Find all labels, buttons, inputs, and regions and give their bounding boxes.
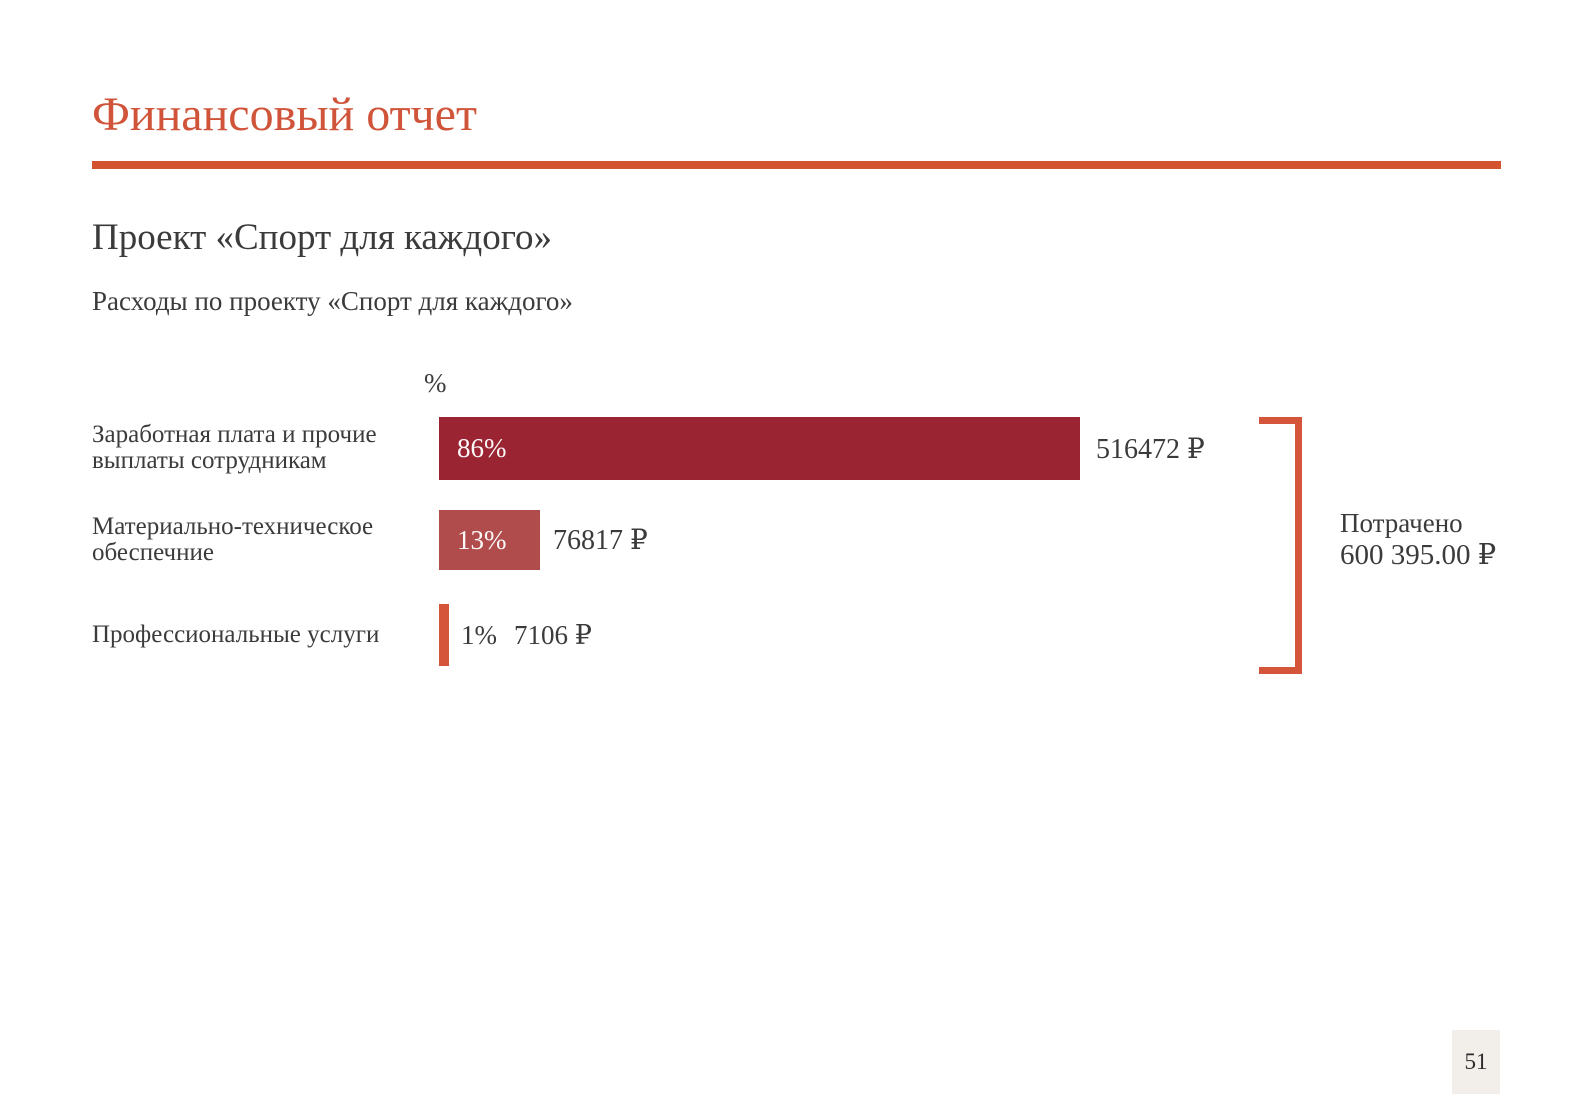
- row-label-services: Профессиональные услуги: [92, 621, 380, 648]
- row-label-logistics: Материально-техническое обеспечние: [92, 513, 374, 566]
- bar-percent-label: 13%: [457, 524, 507, 555]
- row-values-services: 1% 7106 ₽: [461, 604, 592, 666]
- row-label-salaries: Заработная плата и прочие выплаты сотруд…: [92, 421, 377, 474]
- total-value: 600 395.00 ₽: [1340, 539, 1497, 571]
- total-label: Потрачено: [1340, 508, 1463, 538]
- page-number: 51: [1464, 1049, 1488, 1074]
- page-number-box: 51: [1452, 1030, 1500, 1094]
- page-title: Финансовый отчет: [92, 88, 477, 141]
- project-subtitle: Проект «Спорт для каждого»: [92, 217, 552, 258]
- bar-logistics: 13%: [439, 510, 540, 570]
- axis-unit-label: %: [424, 368, 447, 398]
- bar-percent-label: 1%: [461, 619, 497, 650]
- chart-caption: Расходы по проекту «Спорт для каждого»: [92, 286, 573, 316]
- title-underline: [92, 161, 1501, 169]
- row-amount-logistics: 76817 ₽: [553, 525, 648, 556]
- total-bracket: [1259, 417, 1302, 674]
- bar-services: [439, 604, 449, 666]
- bar-salaries: 86%: [439, 417, 1080, 480]
- bar-percent-label: 86%: [457, 433, 507, 463]
- row-amount-services: 7106 ₽: [514, 619, 592, 650]
- row-amount-salaries: 516472 ₽: [1096, 433, 1205, 465]
